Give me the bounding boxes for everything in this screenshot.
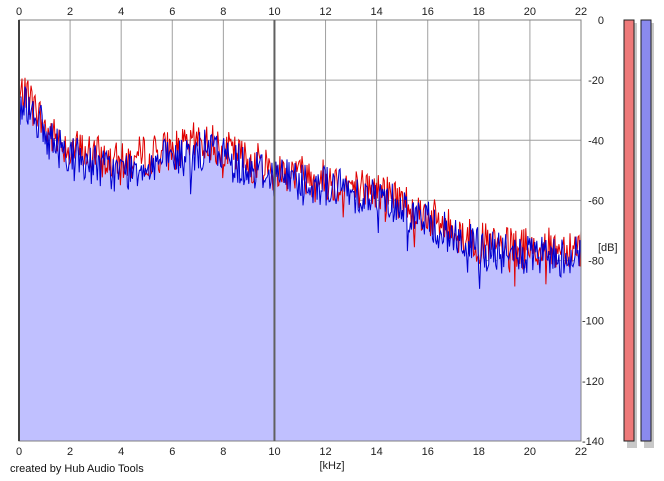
y-tick-1: -20 (588, 75, 604, 87)
y-tick-7: -140 (582, 436, 604, 448)
x-tick-top-9: 18 (473, 6, 485, 18)
spectrum-lines (18, 77, 582, 289)
plot-frame (18, 19, 582, 442)
x-tick-top-11: 22 (575, 6, 587, 18)
x-tick-top-8: 16 (422, 6, 434, 18)
tick-labels: 002244668810101212141416161818202022220-… (16, 6, 604, 458)
x-tick-top-3: 6 (169, 6, 175, 18)
x-tick-bottom-7: 14 (371, 446, 383, 458)
x-tick-top-7: 14 (371, 6, 383, 18)
spectrum-area (19, 86, 581, 441)
x-tick-bottom-2: 4 (118, 446, 124, 458)
x-tick-top-6: 12 (319, 6, 331, 18)
x-axis-label: [kHz] (319, 460, 344, 472)
level-meter-left (623, 19, 637, 448)
x-tick-bottom-3: 6 (169, 446, 175, 458)
x-tick-top-1: 2 (67, 6, 73, 18)
x-tick-bottom-4: 8 (220, 446, 226, 458)
x-tick-bottom-1: 2 (67, 446, 73, 458)
x-tick-bottom-9: 18 (473, 446, 485, 458)
x-tick-bottom-0: 0 (16, 446, 22, 458)
x-tick-bottom-11: 22 (575, 446, 587, 458)
x-tick-bottom-5: 10 (268, 446, 280, 458)
x-tick-bottom-6: 12 (319, 446, 331, 458)
x-tick-top-4: 8 (220, 6, 226, 18)
x-tick-top-0: 0 (16, 6, 22, 18)
y-tick-2: -40 (588, 135, 604, 147)
credit-text: created by Hub Audio Tools (10, 463, 144, 475)
spectrum-fill (19, 86, 581, 441)
y-axis-label: [dB] (598, 242, 618, 254)
level-meters (623, 19, 654, 448)
x-tick-bottom-8: 16 (422, 446, 434, 458)
y-tick-5: -100 (582, 316, 604, 328)
x-tick-top-5: 10 (268, 6, 280, 18)
x-tick-top-2: 4 (118, 6, 124, 18)
y-tick-3: -60 (588, 195, 604, 207)
level-meter-right (640, 19, 654, 448)
x-tick-top-10: 20 (524, 6, 536, 18)
y-tick-6: -120 (582, 376, 604, 388)
y-tick-0: 0 (598, 15, 604, 27)
x-tick-bottom-10: 20 (524, 446, 536, 458)
y-tick-4: -80 (588, 256, 604, 268)
series-line-1 (18, 86, 582, 289)
